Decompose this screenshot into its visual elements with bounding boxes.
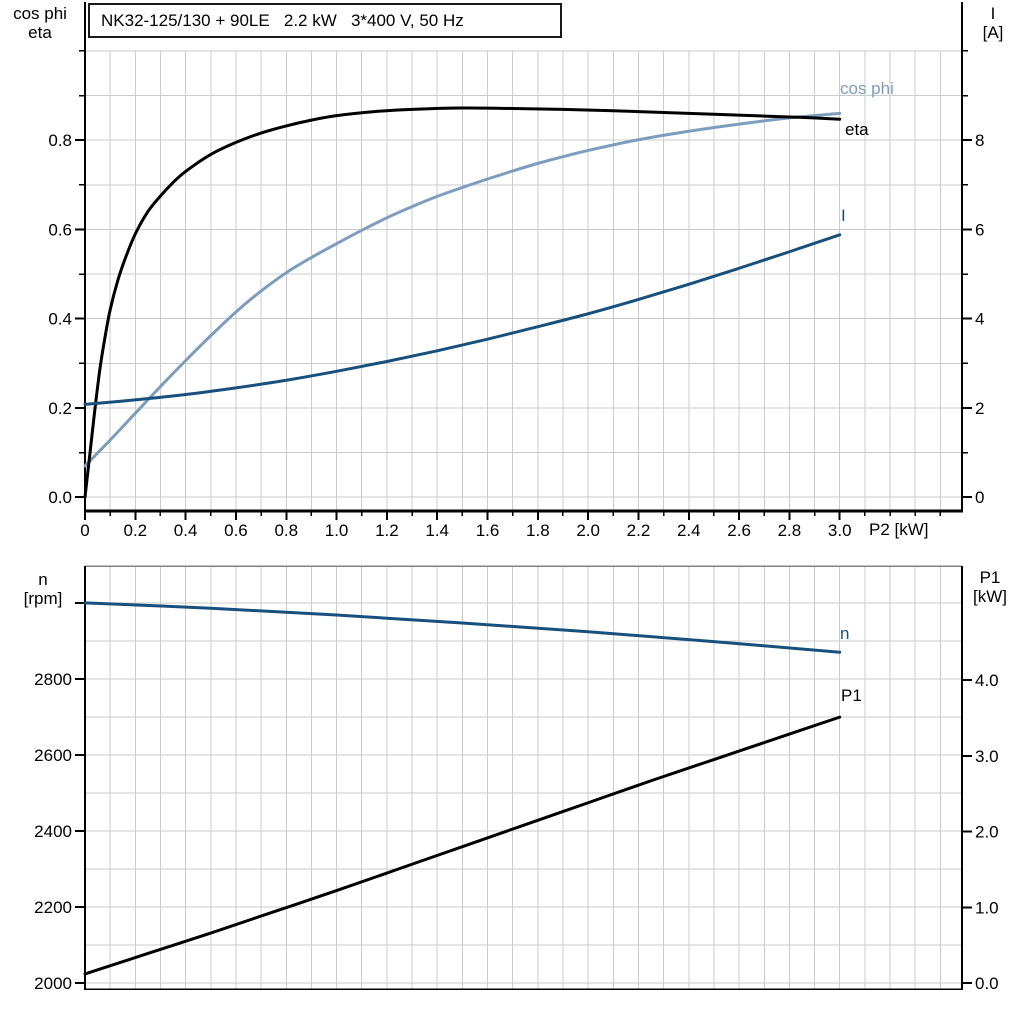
top-chart-right-axis-title: I [A]	[964, 4, 1022, 42]
bottom-chart-left-axis-title: n [rpm]	[6, 570, 80, 608]
right-tick-label: 0.0	[975, 974, 999, 993]
x-tick-label: 0.8	[274, 521, 298, 540]
left-tick-label: 2800	[34, 670, 72, 689]
curve-label-p1: P1	[841, 686, 862, 705]
chart-title: NK32-125/130 + 90LE 2.2 kW 3*400 V, 50 H…	[101, 11, 464, 30]
left-tick-label: 2600	[34, 746, 72, 765]
axis-title-line: cos phi	[13, 4, 67, 23]
x-tick-label: 2.4	[677, 521, 701, 540]
left-tick-label: 2200	[34, 898, 72, 917]
right-tick-label: 2	[975, 399, 984, 418]
left-tick-label: 0.0	[48, 488, 72, 507]
x-tick-label: 2.8	[778, 521, 802, 540]
left-tick-label: 0.8	[48, 131, 72, 150]
axis-title-line: n	[38, 570, 48, 589]
axis-title-line: I	[990, 4, 996, 23]
curve-eta	[83, 106, 842, 499]
x-tick-label: 2.0	[576, 521, 600, 540]
left-tick-label: 0.6	[48, 220, 72, 239]
x-tick-label: 0	[80, 521, 89, 540]
curve-label-eta: eta	[845, 120, 869, 139]
x-tick-label: 1.0	[325, 521, 349, 540]
left-tick-label: 0.4	[48, 310, 72, 329]
right-tick-label: 8	[975, 131, 984, 150]
left-tick-label: 2000	[34, 974, 72, 993]
bottom-chart-right-axis-title: P1 [kW]	[958, 568, 1022, 606]
x-tick-label: 1.6	[476, 521, 500, 540]
axis-title-line: eta	[28, 23, 52, 42]
right-tick-label: 3.0	[975, 747, 999, 766]
x-tick-label: 0.6	[224, 521, 248, 540]
curve-label-speed: n	[840, 624, 850, 643]
x-tick-label: 0.2	[123, 521, 147, 540]
left-tick-label: 0.2	[48, 399, 72, 418]
axis-title-line: [A]	[982, 23, 1004, 42]
top-chart-left-axis-title: cos phi eta	[0, 4, 80, 42]
right-tick-label: 1.0	[975, 898, 999, 917]
right-tick-label: 6	[975, 220, 984, 239]
x-tick-label: 2.2	[627, 521, 651, 540]
curve-I	[83, 233, 842, 406]
x-tick-label: 1.4	[425, 521, 449, 540]
x-tick-label: 0.4	[174, 521, 198, 540]
axis-title-line: [kW]	[973, 587, 1007, 606]
x-tick-label: 3.0	[828, 521, 852, 540]
curve-n	[83, 601, 842, 654]
curve-cos-phi	[83, 111, 842, 468]
chart-title-box: NK32-125/130 + 90LE 2.2 kW 3*400 V, 50 H…	[88, 3, 562, 38]
curve-label-current: I	[841, 206, 846, 225]
left-tick-label: 2400	[34, 822, 72, 841]
x-tick-label: 1.2	[375, 521, 399, 540]
right-tick-label: 2.0	[975, 823, 999, 842]
x-tick-label: 1.8	[526, 521, 550, 540]
curve-label-cos-phi: cos phi	[840, 79, 894, 98]
right-tick-label: 0	[975, 488, 984, 507]
right-tick-label: 4.0	[975, 671, 999, 690]
x-axis-unit-label: P2 [kW]	[869, 520, 929, 539]
curve-P1	[83, 715, 842, 976]
axis-title-line: P1	[979, 568, 1001, 587]
right-tick-label: 4	[975, 310, 984, 329]
axis-title-line: [rpm]	[23, 589, 63, 608]
x-tick-label: 2.6	[727, 521, 751, 540]
